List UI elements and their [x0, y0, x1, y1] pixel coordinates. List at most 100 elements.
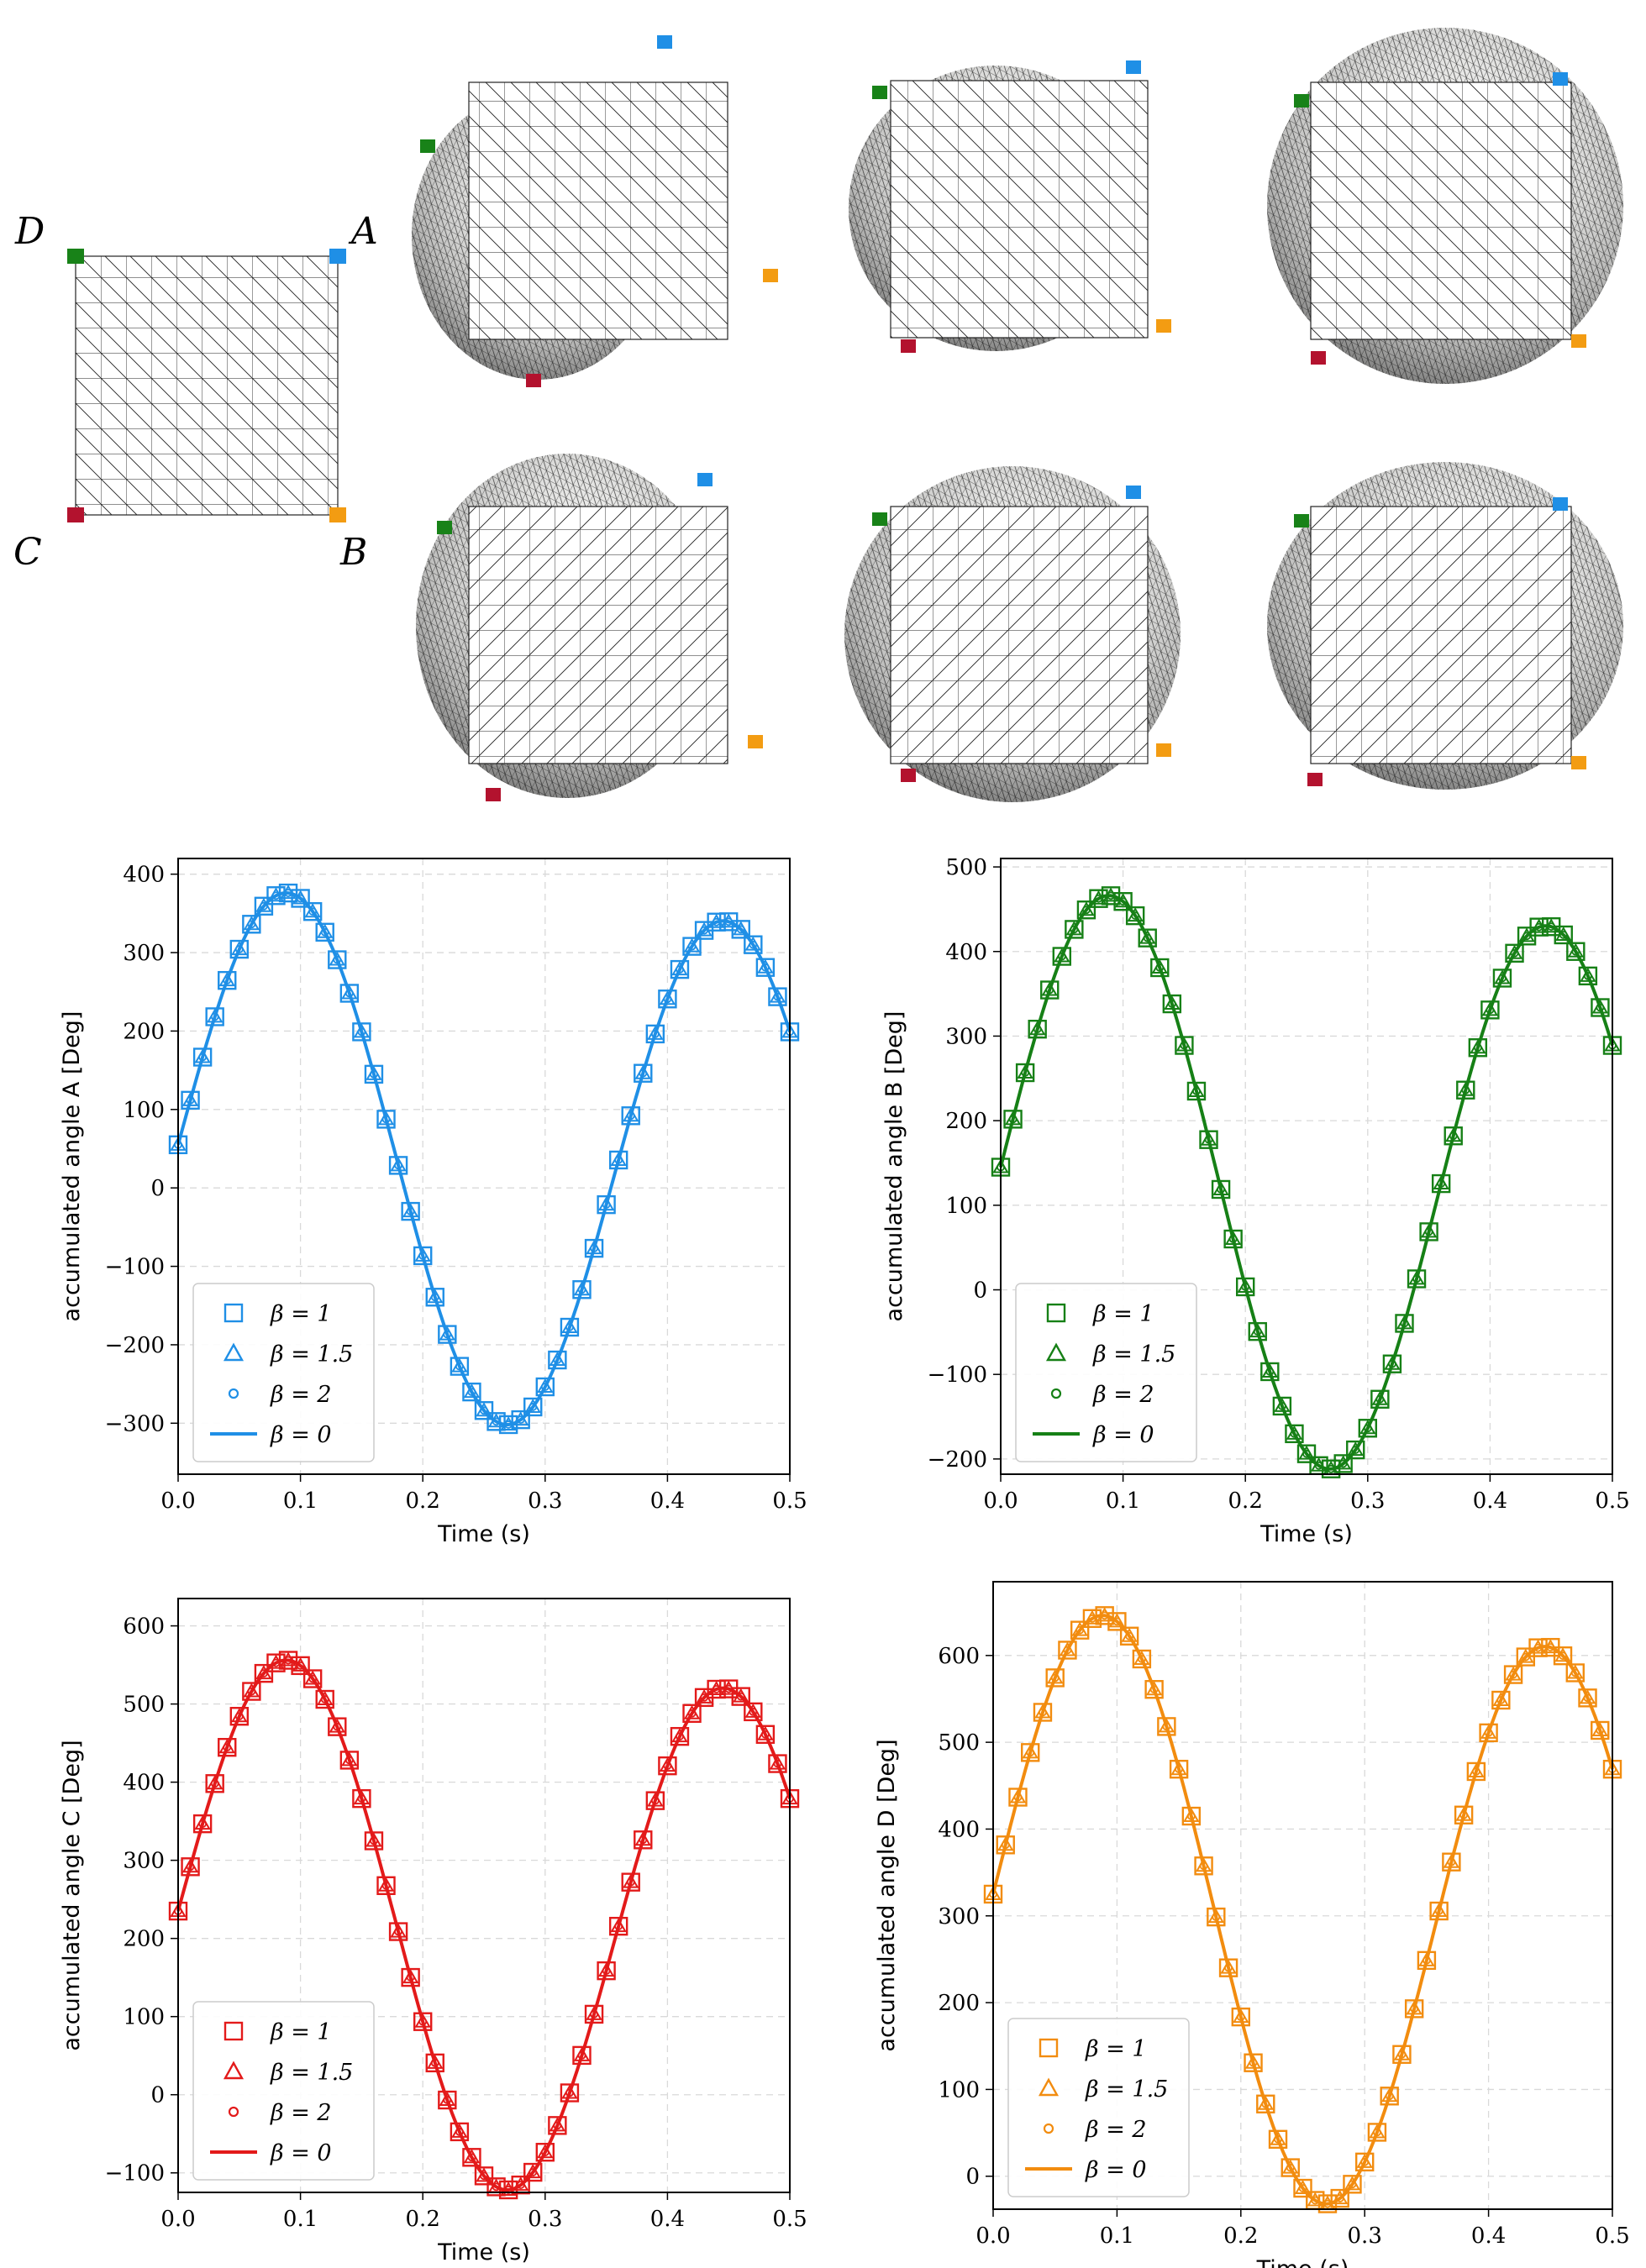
marker-circle-beta-2: [1039, 1708, 1047, 1717]
x-tick-label: 0.5: [1595, 2223, 1629, 2249]
marker-circle-beta-2: [1070, 925, 1079, 934]
marker-circle-beta-2: [1204, 1135, 1213, 1144]
x-tick-label: 0.4: [1471, 2223, 1506, 2249]
marker-circle-beta-2: [344, 989, 354, 998]
marker-circle-beta-2: [1192, 1087, 1201, 1095]
x-tick-label: 0.0: [983, 1488, 1018, 1514]
x-axis-label: Time (s): [437, 1521, 530, 1547]
y-tick-label: 0: [965, 2165, 980, 2190]
marker-circle-beta-2: [1261, 2099, 1270, 2108]
marker-circle-beta-2: [418, 1252, 428, 1260]
marker-circle-beta-2: [480, 1406, 488, 1415]
y-tick-label: 200: [123, 1927, 165, 1952]
x-tick-label: 0.1: [1106, 1488, 1140, 1514]
marker-circle-beta-2: [1559, 1651, 1567, 1661]
marker-circle-beta-2: [333, 955, 342, 964]
marker-circle-beta-2: [577, 1285, 586, 1294]
marker-circle-beta-2: [1351, 1446, 1360, 1454]
marker-circle-beta-2: [418, 2017, 428, 2026]
marker-circle-beta-2: [1449, 1131, 1458, 1141]
marker-circle-beta-2: [1224, 1963, 1233, 1972]
y-tick-label: 400: [945, 940, 987, 965]
marker-circle-beta-2: [1149, 1685, 1159, 1694]
y-tick-label: 400: [123, 1771, 165, 1796]
marker-circle-beta-2: [430, 2058, 439, 2067]
corner-marker-d: [67, 249, 84, 264]
axes-frame: [177, 858, 791, 1475]
marker-circle-beta-2: [357, 1794, 366, 1803]
marker-circle-beta-2: [1155, 963, 1165, 972]
marker-circle-beta-2: [676, 965, 684, 974]
chart-angle-d: 0.0 0.1 0.2 0.3 0.4 0.5 0 100 200 300 400 500 600 Tim…: [874, 1581, 1630, 2268]
deformed-mesh-6: [1267, 462, 1623, 790]
legend-label: β = 1: [1085, 2036, 1147, 2062]
marker-circle-beta-2: [1385, 2092, 1394, 2101]
marker-circle-beta-2: [1013, 1793, 1023, 1802]
marker-circle-beta-2: [1302, 1449, 1311, 1458]
marker-circle-beta-2: [394, 1927, 402, 1936]
legend-label: β = 1.5: [1092, 1341, 1175, 1368]
marker-circle-beta-2: [650, 1796, 660, 1805]
marker-circle-beta-2: [1001, 1840, 1010, 1850]
marker-circle-beta-2: [1471, 1767, 1480, 1776]
axes-frame: [992, 1581, 1613, 2210]
legend-marker-square: [1046, 1303, 1066, 1323]
y-tick-label: −100: [105, 1255, 165, 1280]
marker-circle-beta-2: [186, 1862, 195, 1872]
legend-label: β = 1.5: [270, 2060, 353, 2086]
marker-circle-beta-2: [394, 1161, 402, 1170]
y-tick-label: 600: [123, 1614, 165, 1640]
x-tick-label: 0.2: [1223, 2223, 1258, 2249]
marker-circle-beta-2: [1236, 2013, 1245, 2022]
y-tick-label: 600: [938, 1644, 980, 1669]
x-tick-label: 0.0: [160, 2207, 195, 2232]
reference-mesh: D A C B: [13, 210, 378, 574]
marker-circle-beta-2: [1050, 1673, 1060, 1683]
y-tick-label: 500: [938, 1730, 980, 1756]
marker-circle-beta-2: [553, 2121, 562, 2130]
marker-circle-beta-2: [430, 1293, 439, 1302]
marker-circle-beta-2: [1180, 1041, 1189, 1050]
x-tick-label: 0.5: [772, 2207, 807, 2232]
marker-circle-beta-2: [1570, 1668, 1580, 1677]
x-tick-label: 0.3: [528, 2207, 562, 2232]
marker-circle-beta-2: [639, 1835, 648, 1845]
chart-angle-b: 0.0 0.1 0.2 0.3 0.4 0.5 −200 −100 0 100 200 300 400 5…: [881, 855, 1630, 1547]
marker-circle-beta-2: [590, 1244, 598, 1252]
marker-circle-beta-2: [467, 2153, 476, 2162]
legend-label: β = 0: [270, 1422, 332, 1448]
corner-label-b: B: [339, 531, 367, 574]
marker-circle-beta-2: [1249, 2058, 1258, 2067]
x-tick-label: 0.5: [1595, 1488, 1629, 1514]
marker-circle-beta-2: [760, 963, 770, 972]
marker-circle-beta-2: [223, 1743, 232, 1752]
y-tick-label: 0: [150, 2083, 165, 2108]
marker-circle-beta-2: [223, 976, 232, 985]
marker-circle-beta-2: [614, 1156, 623, 1164]
legend-label: β = 2: [270, 1382, 332, 1408]
marker-circle-beta-2: [1241, 1283, 1250, 1291]
corner-label-d: D: [14, 210, 45, 253]
marker-circle-beta-2: [663, 995, 672, 1004]
marker-circle-beta-2: [565, 1323, 574, 1331]
marker-circle-beta-2: [1186, 1812, 1196, 1820]
marker-circle-beta-2: [1082, 906, 1091, 915]
x-tick-label: 0.1: [283, 2207, 318, 2232]
legend-marker-triangle: [1045, 1342, 1067, 1362]
marker-circle-beta-2: [186, 1095, 195, 1105]
marker-circle-beta-2: [455, 1362, 464, 1371]
deformed-mesh-2: [849, 60, 1171, 353]
marker-circle-beta-2: [602, 1966, 611, 1976]
marker-circle-beta-2: [234, 1712, 244, 1721]
legend-label: β = 0: [270, 2140, 332, 2166]
y-tick-label: 100: [945, 1194, 987, 1219]
marker-circle-beta-2: [1277, 1402, 1286, 1410]
marker-circle-beta-2: [663, 1761, 672, 1771]
marker-circle-beta-2: [1410, 2004, 1419, 2013]
y-tick-label: 100: [938, 2077, 980, 2103]
marker-circle-beta-2: [1112, 1617, 1122, 1626]
marker-circle-beta-2: [736, 1692, 745, 1701]
legend-marker-triangle: [223, 2061, 245, 2080]
marker-circle-beta-2: [773, 1759, 782, 1768]
marker-circle-beta-2: [614, 1922, 623, 1931]
